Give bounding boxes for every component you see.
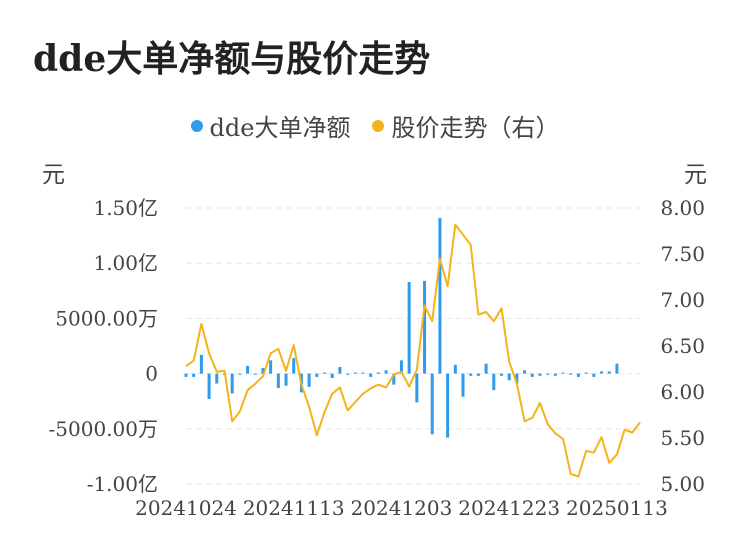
dde-bar <box>253 373 257 375</box>
y-right-tick-label: 5.50 <box>660 426 705 450</box>
dde-bar <box>192 373 196 377</box>
dde-bar <box>576 373 580 377</box>
x-tick-label: 20250113 <box>566 496 668 520</box>
dde-bar <box>438 217 442 374</box>
y-left-tick-label: 1.50亿 <box>93 196 158 220</box>
dde-bar <box>184 373 188 377</box>
dde-bar <box>269 360 273 374</box>
x-tick-label: 20241203 <box>351 496 453 520</box>
dde-bar <box>330 373 334 379</box>
dde-bar <box>261 368 265 374</box>
y-left-tick-label: -5000.00万 <box>49 417 158 441</box>
legend-item-dde[interactable]: dde大单净额 <box>190 108 351 143</box>
legend-item-price[interactable]: 股价走势（右） <box>372 108 559 143</box>
y-right-unit: 元 <box>684 162 707 188</box>
dde-bar <box>415 373 419 403</box>
dde-bar <box>615 363 619 374</box>
dde-bar <box>484 363 488 374</box>
dde-bar <box>338 366 342 374</box>
dde-bar <box>384 370 388 374</box>
y-left-unit: 元 <box>42 162 65 188</box>
dde-bar <box>538 373 542 376</box>
y-left-tick-label: 1.00亿 <box>93 251 158 275</box>
dde-bar <box>238 373 242 375</box>
dde-bar <box>476 373 480 376</box>
dde-bar <box>292 358 296 374</box>
dde-bar <box>446 373 450 438</box>
dde-bar <box>607 371 611 374</box>
dde-bar <box>461 373 465 397</box>
legend-dot-dde-icon <box>190 119 203 132</box>
dde-bar <box>523 370 527 374</box>
dde-bar <box>276 373 280 388</box>
dde-bar <box>215 373 219 384</box>
dde-bar <box>584 372 588 374</box>
chart-title: dde大单净额与股价走势 <box>33 38 431 80</box>
dde-bar <box>553 373 557 376</box>
dde-bar <box>399 360 403 374</box>
dde-bar <box>230 373 234 394</box>
dde-bar <box>369 373 373 377</box>
dde-bar <box>600 371 604 374</box>
dde-bar <box>207 373 211 399</box>
dde-bar <box>515 373 519 384</box>
dde-bar <box>361 372 365 374</box>
price-line <box>185 223 641 478</box>
legend-label-dde: dde大单净额 <box>209 114 351 142</box>
y-left-tick-label: 0 <box>145 362 158 386</box>
dde-bar <box>407 281 411 374</box>
dde-bar <box>453 364 457 374</box>
y-right-tick-label: 7.00 <box>660 288 705 312</box>
dde-bar <box>507 373 511 381</box>
x-tick-label: 20241113 <box>243 496 345 520</box>
dde-bar <box>569 373 573 375</box>
dde-bar <box>353 372 357 374</box>
x-tick-label: 20241024 <box>135 496 237 520</box>
dde-bar <box>492 373 496 391</box>
dde-bar <box>199 354 203 374</box>
x-tick-label: 20241223 <box>458 496 560 520</box>
legend-label-price: 股价走势（右） <box>391 114 560 142</box>
dde-bar <box>546 373 550 375</box>
dde-bar <box>592 373 596 377</box>
y-right-tick-label: 8.00 <box>660 196 705 220</box>
y-right-tick-label: 6.50 <box>660 334 705 358</box>
y-right-tick-label: 5.00 <box>660 472 705 496</box>
dde-bar <box>530 373 534 377</box>
y-left-tick-label: 5000.00万 <box>55 306 158 330</box>
dde-bar <box>376 372 380 374</box>
dde-bar <box>246 365 250 374</box>
legend-dot-price-icon <box>372 119 385 132</box>
legend: dde大单净额 股价走势（右） <box>0 108 750 143</box>
y-right-tick-label: 7.50 <box>660 242 705 266</box>
dde-bar <box>423 280 427 374</box>
dde-bar <box>284 373 288 386</box>
dde-bar <box>561 372 565 374</box>
y-right-tick-label: 6.00 <box>660 380 705 404</box>
dde-bar <box>499 373 503 376</box>
dde-bar <box>469 373 473 376</box>
dde-bar <box>346 373 350 375</box>
dde-bar <box>323 372 327 374</box>
y-left-tick-label: -1.00亿 <box>87 472 158 496</box>
dde-bar <box>392 373 396 385</box>
dde-bar <box>430 373 434 435</box>
dde-bar <box>307 373 311 387</box>
dde-bar <box>315 373 319 377</box>
